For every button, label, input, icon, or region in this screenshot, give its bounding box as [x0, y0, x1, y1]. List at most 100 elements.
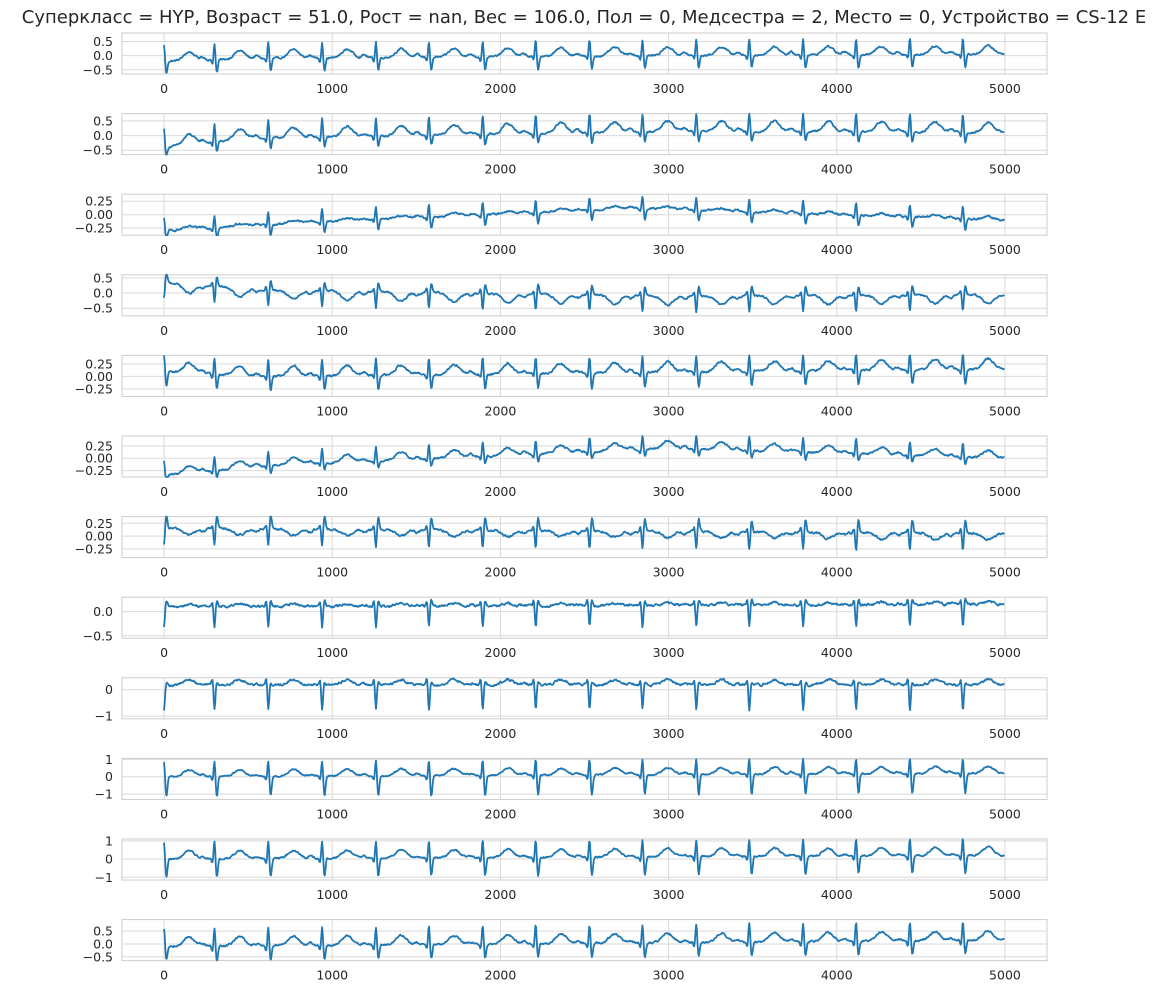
x-tick-label: 4000 [821, 403, 853, 418]
lead-panel: −0.50.00.5 0 1000 2000 3000 4000 5000 [83, 919, 1048, 983]
y-tick-label: 0.5 [93, 924, 113, 939]
x-tick-label: 0 [160, 162, 168, 177]
y-tick-label: 0.25 [85, 438, 113, 453]
x-tick-label: 1000 [316, 806, 348, 821]
axes-frame [121, 354, 1048, 397]
axes-frame [121, 193, 1048, 236]
y-tick-label: −0.25 [75, 541, 113, 556]
x-tick-label: 4000 [821, 726, 853, 741]
x-tick-label: 5000 [989, 242, 1021, 257]
x-tick-label: 3000 [653, 403, 685, 418]
x-tick-label: 1000 [316, 968, 348, 983]
x-tick-label: 4000 [821, 968, 853, 983]
x-tick-label: 5000 [989, 162, 1021, 177]
x-tick-label: 1000 [316, 645, 348, 660]
x-tick-label: 3000 [653, 242, 685, 257]
axes-frame [121, 32, 1048, 75]
x-tick-label: 1000 [316, 484, 348, 499]
ecg-trace [163, 273, 1005, 314]
x-tick-label: 3000 [653, 323, 685, 338]
x-tick-label: 0 [160, 645, 168, 660]
y-tick-label: −0.5 [83, 301, 113, 316]
x-tick-label: 4000 [821, 806, 853, 821]
y-tick-label: 0.0 [93, 48, 113, 63]
lead-panel: −0.5 0.0 0 1000 2000 3000 4000 5000 [83, 596, 1048, 660]
ecg-trace [163, 195, 1006, 237]
x-tick-label: 1000 [316, 403, 348, 418]
x-tick-label: 2000 [485, 806, 517, 821]
axes-frame [121, 113, 1048, 156]
axes-frame [121, 757, 1048, 800]
x-tick-label: 2000 [485, 242, 517, 257]
x-tick-label: 4000 [821, 81, 853, 96]
x-tick-label: 1000 [316, 81, 348, 96]
x-tick-label: 1000 [316, 887, 348, 902]
x-tick-label: 3000 [653, 81, 685, 96]
lead-panel: −1 0 1 0 1000 2000 3000 4000 5000 [95, 833, 1048, 902]
y-tick-label: 1 [105, 752, 113, 767]
lead-panel: −0.250.000.25 0 1000 2000 3000 4000 5000 [75, 515, 1048, 580]
ecg-trace [163, 435, 1005, 478]
y-tick-label: 0.5 [93, 270, 113, 285]
x-tick-label: 0 [160, 81, 168, 96]
x-tick-label: 0 [160, 403, 168, 418]
lead-panels: −0.50.00.50 1000 2000 3000 4000 5000−0.50.00.… [75, 32, 1048, 983]
y-tick-label: 0.25 [85, 194, 113, 209]
y-tick-label: 0.00 [85, 369, 113, 384]
x-tick-label: 3000 [653, 162, 685, 177]
x-tick-label: 4000 [821, 645, 853, 660]
x-tick-label: 1000 [316, 162, 348, 177]
x-tick-label: 3000 [653, 806, 685, 821]
y-tick-label: 0.5 [93, 34, 113, 49]
y-tick-label: 1 [105, 833, 113, 848]
x-tick-label: 5000 [989, 806, 1021, 821]
y-tick-label: −0.25 [75, 463, 113, 478]
x-tick-label: 0 [160, 242, 168, 257]
y-tick-label: 0.0 [93, 936, 113, 951]
y-tick-label: 0.0 [93, 128, 113, 143]
x-tick-label: 0 [160, 323, 168, 338]
ecg-trace [163, 838, 1005, 878]
ecg-trace [163, 515, 1005, 551]
x-tick-label: 4000 [821, 887, 853, 902]
x-tick-label: 0 [160, 726, 168, 741]
x-tick-label: 2000 [485, 968, 517, 983]
x-tick-label: 1000 [316, 323, 348, 338]
y-tick-label: −1 [95, 870, 113, 885]
ecg-trace [163, 758, 1005, 797]
x-tick-label: 5000 [989, 887, 1021, 902]
x-tick-label: 4000 [821, 565, 853, 580]
x-tick-label: 4000 [821, 242, 853, 257]
y-tick-label: 0.25 [85, 516, 113, 531]
y-tick-label: 0.25 [85, 356, 113, 371]
ecg-trace [163, 38, 1005, 74]
axes-frame [121, 516, 1048, 559]
lead-panel: −1 0 1 0 1000 2000 3000 4000 5000 [95, 752, 1048, 821]
ecg-trace [163, 112, 1005, 156]
ecg-trace [163, 354, 1005, 392]
y-tick-label: 0 [105, 769, 113, 784]
x-tick-label: 5000 [989, 403, 1021, 418]
ecg-trace [163, 677, 1005, 712]
y-tick-label: 0.0 [93, 604, 113, 619]
y-tick-label: −1 [95, 787, 113, 802]
axes-frame [121, 435, 1048, 478]
x-tick-label: 3000 [653, 565, 685, 580]
x-tick-label: 0 [160, 968, 168, 983]
y-tick-label: 0.00 [85, 529, 113, 544]
lead-panel: −0.250.000.25 0 1000 2000 3000 4000 5000 [75, 193, 1048, 257]
x-tick-label: 3000 [653, 887, 685, 902]
x-tick-label: 5000 [989, 484, 1021, 499]
x-tick-label: 5000 [989, 968, 1021, 983]
lead-panel: −0.50.00.5 0 1000 2000 3000 4000 5000 [83, 112, 1048, 177]
x-tick-label: 2000 [485, 645, 517, 660]
x-tick-label: 2000 [485, 484, 517, 499]
y-tick-label: 0.5 [93, 113, 113, 128]
ecg-trace [163, 597, 1005, 629]
x-tick-label: 2000 [485, 403, 517, 418]
x-tick-label: 2000 [485, 726, 517, 741]
y-tick-label: −0.5 [83, 62, 113, 77]
x-tick-label: 2000 [485, 162, 517, 177]
y-tick-label: 0.0 [93, 286, 113, 301]
x-tick-label: 0 [160, 484, 168, 499]
